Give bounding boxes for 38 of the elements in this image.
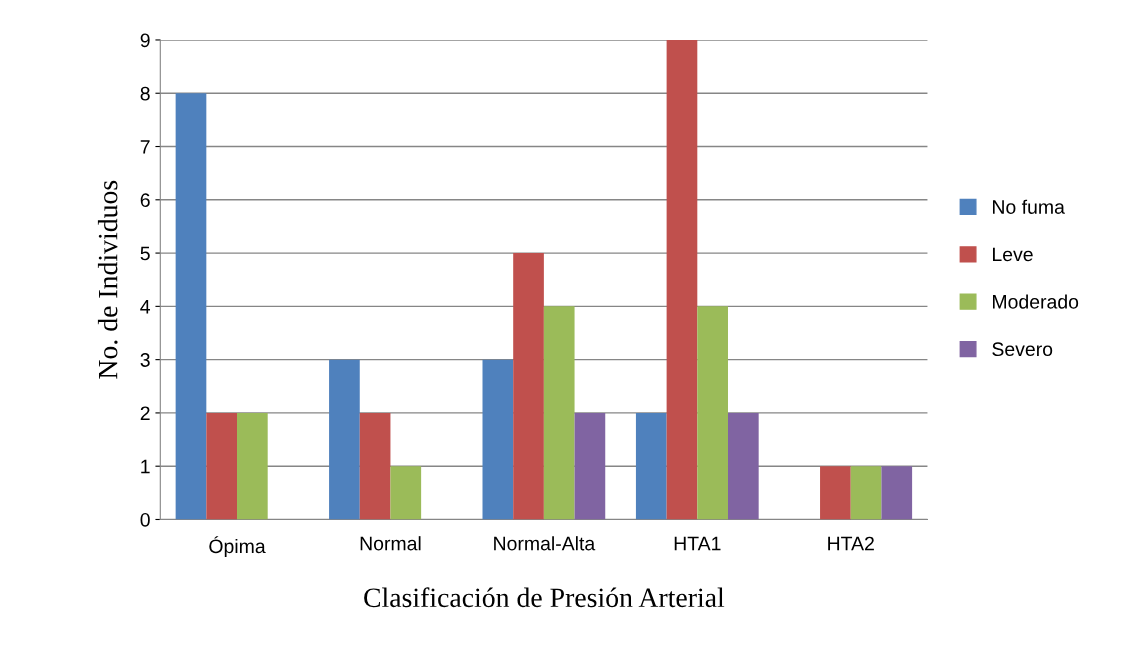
legend-label: Severo: [992, 342, 1053, 357]
legend-label: Moderado: [993, 294, 1079, 309]
bar: [820, 466, 851, 520]
x-tick-label: Normal-Alta: [494, 536, 596, 551]
bar: [206, 412, 238, 520]
x-tick-label: Ópima: [209, 536, 266, 558]
y-tick-label: 5: [140, 246, 150, 261]
bar: [482, 359, 514, 520]
y-tick-label: 2: [140, 406, 150, 420]
bar: [175, 93, 207, 520]
y-tick-label: 0: [140, 512, 150, 527]
x-axis-title: Clasificación de Presión Arterial: [364, 587, 725, 608]
bar: [359, 412, 391, 520]
legend-label: No fuma: [993, 199, 1065, 214]
y-axis-title: No. de Individuos: [97, 180, 118, 379]
y-tick-label: 7: [140, 140, 150, 154]
bar: [697, 306, 728, 520]
bar: [727, 412, 759, 520]
legend-label: Leve: [993, 247, 1033, 262]
y-tick-label: 1: [141, 459, 150, 474]
bar: [237, 412, 268, 520]
bar: [850, 466, 882, 520]
bar: [390, 466, 422, 520]
y-tick-label: 8: [140, 86, 150, 101]
bar: [635, 412, 667, 520]
bar: [513, 253, 544, 520]
bar: [574, 412, 606, 520]
bar: [329, 359, 360, 520]
x-tick-label: HTA2: [828, 536, 874, 551]
x-tick-label: HTA1: [674, 536, 721, 551]
x-tick-label: Normal: [360, 536, 421, 551]
y-tick-label: 9: [140, 33, 150, 48]
bar: [543, 306, 575, 520]
y-tick-label: 3: [140, 353, 150, 367]
bar: [881, 466, 913, 520]
y-tick-label: 6: [140, 193, 150, 208]
y-tick-label: 4: [140, 300, 151, 314]
bar: [666, 39, 698, 520]
